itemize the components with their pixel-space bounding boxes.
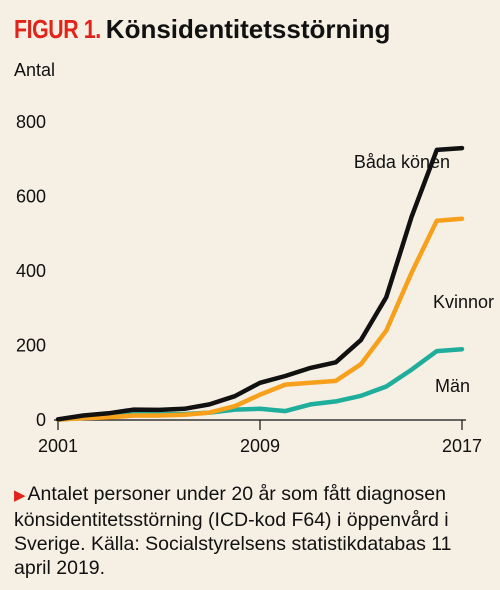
x-tick-label: 2001 [38,436,78,456]
x-tick-label: 2017 [442,436,482,456]
figure-label: FIGUR 1. [14,14,101,44]
y-tick-label: 600 [16,187,46,207]
caption-text: Antalet personer under 20 år som fått di… [14,483,452,579]
line-chart: Antal 0 200 400 600 800 2001 2009 2017 Båda könen… [14,60,494,456]
figure-heading: FIGUR 1. Könsidentitetsstörning [14,12,390,46]
y-tick-label: 200 [16,336,46,356]
x-tick-label: 2009 [240,436,280,456]
caption-marker: ▶ [14,487,26,504]
series-line-bada-konen [55,145,465,422]
series-label: Båda könen [354,152,450,172]
y-tick-label: 0 [36,410,46,430]
y-tick-label: 800 [16,112,46,132]
figure-caption: ▶ Antalet personer under 20 år som fått d… [14,482,490,580]
y-axis-label: Antal [14,60,55,80]
series-label: Kvinnor [433,292,494,312]
figure-title: Könsidentitetsstörning [105,14,391,44]
series-line-kvinnor [55,216,465,422]
y-tick-label: 400 [16,261,46,281]
series-label: Män [435,376,470,396]
